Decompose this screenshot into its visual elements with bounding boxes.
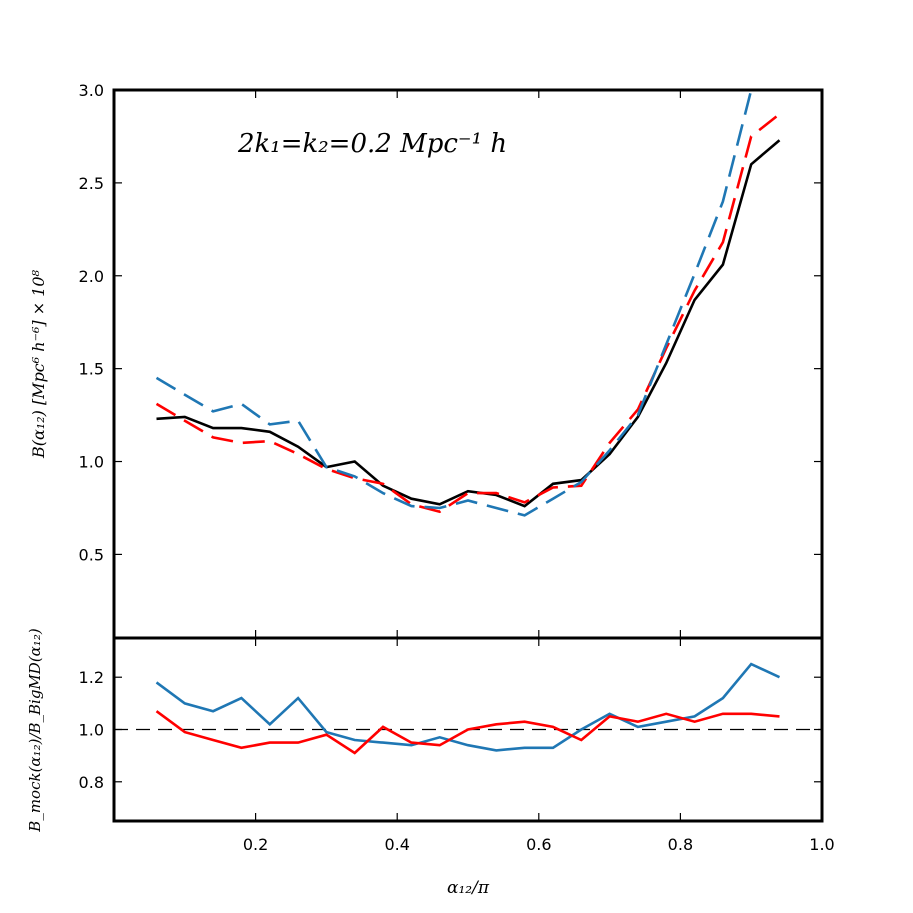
series-line-bigmd xyxy=(156,139,781,508)
x-tick-label: 1.0 xyxy=(809,835,834,854)
series-line-ratio-blue xyxy=(155,662,781,752)
bottom-series-group xyxy=(155,662,781,755)
top-annotation: 2k₁=k₂=0.2 Mpc⁻¹ h xyxy=(237,129,507,159)
y-tick-label: 2.5 xyxy=(79,174,104,193)
x-axis-label: α₁₂/π xyxy=(447,878,490,898)
x-tick-label: 0.6 xyxy=(526,835,551,854)
y-tick-label: 1.5 xyxy=(79,360,104,379)
y-tick-label: 3.0 xyxy=(79,81,104,100)
y-tick-label: 0.5 xyxy=(79,545,104,564)
y-tick-label: 1.0 xyxy=(79,453,104,472)
series-line-mock-red xyxy=(155,113,781,514)
top-ylabel: B(α₁₂) [Mpc⁶ h⁻⁶] × 10⁸ xyxy=(29,269,48,459)
bottom-axis-ticks: 0.8 1.0 1.2 0.2 0.4 0.6 0.8 1.0 xyxy=(79,638,835,854)
bottom-axes-frame xyxy=(112,636,824,823)
top-axis-ticks: 0.5 1.0 1.5 2.0 2.5 3.0 xyxy=(79,81,822,638)
series-line-ratio-red xyxy=(155,710,780,755)
x-tick-label: 0.4 xyxy=(384,835,409,854)
ratio-panel: 0.8 1.0 1.2 0.2 0.4 0.6 0.8 1.0 B_mock(α₁₂)/B_B… xyxy=(26,628,835,898)
y-tick-label: 0.8 xyxy=(79,773,104,792)
top-axes-frame xyxy=(112,88,824,640)
y-tick-label: 1.0 xyxy=(79,721,104,740)
series-line-mock-blue xyxy=(155,90,754,517)
y-tick-label: 1.2 xyxy=(79,668,104,687)
bottom-ylabel: B_mock(α₁₂)/B_BigMD(α₁₂) xyxy=(26,628,44,833)
x-tick-label: 0.2 xyxy=(243,835,268,854)
bispectrum-panel: 0.5 1.0 1.5 2.0 2.5 3.0 2k₁=k₂=0.2 Mpc⁻¹ h B(… xyxy=(29,81,824,640)
y-tick-label: 2.0 xyxy=(79,267,104,286)
top-series-group xyxy=(155,90,781,517)
x-tick-label: 0.8 xyxy=(668,835,693,854)
